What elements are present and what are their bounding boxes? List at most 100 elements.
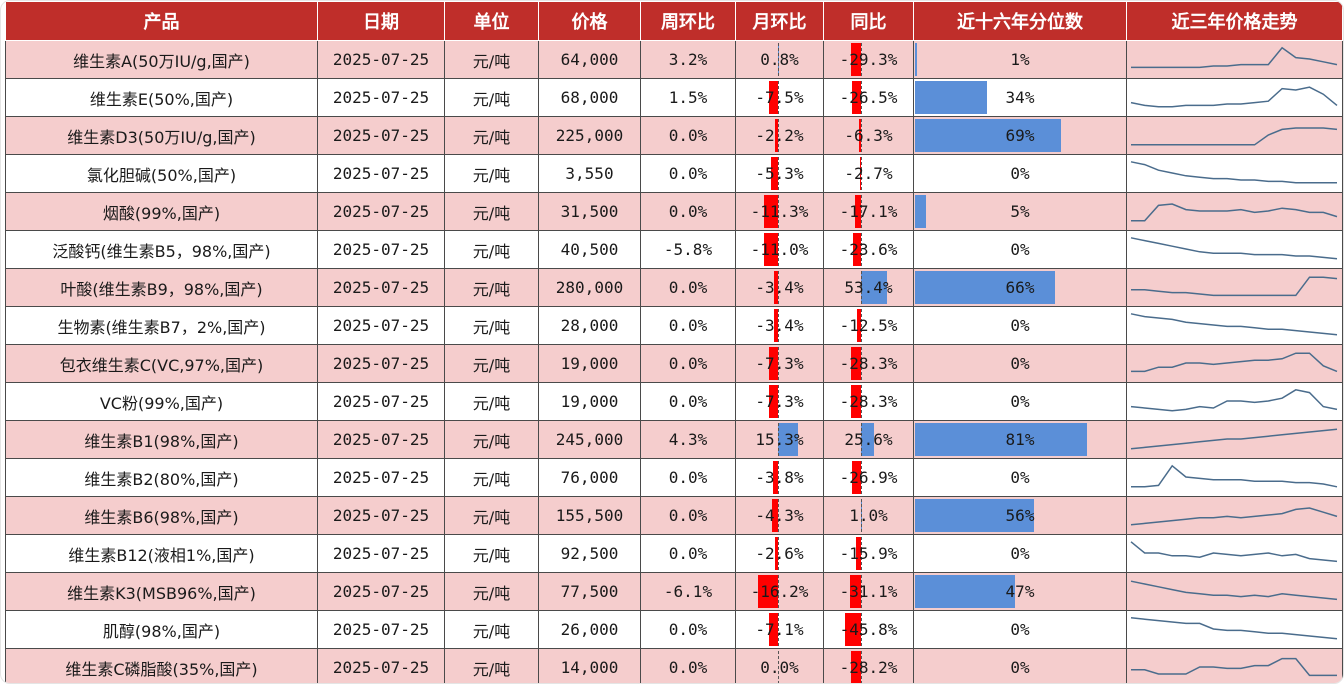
negative-change-bar xyxy=(851,385,862,418)
trend-line xyxy=(1131,464,1338,488)
table-row: 维生素B1(98%,国产) 2025-07-25 元/吨 245,000 4.3% 15.… xyxy=(5,420,1343,459)
trend-cell xyxy=(1126,78,1343,117)
product-name-cell: 肌醇(98%,国产) xyxy=(5,610,318,649)
trend-cell xyxy=(1126,230,1343,269)
percentile-cell: 69% xyxy=(913,116,1127,155)
mom-cell-value: -4.3% xyxy=(755,506,804,525)
table-row: 维生素C磷脂酸(35%,国产) 2025-07-25 元/吨 14,000 0.0% 0.… xyxy=(5,648,1343,683)
mom-cell: -11.0% xyxy=(735,230,824,269)
percentile-value: 1% xyxy=(1010,50,1030,69)
negative-change-bar xyxy=(773,461,778,494)
zero-axis-line xyxy=(861,651,863,683)
trend-line xyxy=(1131,352,1338,373)
yoy-cell: -26.5% xyxy=(823,78,914,117)
wow-cell: 0.0% xyxy=(640,534,736,573)
trend-cell xyxy=(1126,306,1343,345)
yoy-cell: -17.1% xyxy=(823,192,914,231)
mom-cell-value: -3.8% xyxy=(755,468,804,487)
trend-sparkline xyxy=(1131,46,1338,69)
trend-cell xyxy=(1126,648,1343,683)
trend-sparkline xyxy=(1130,161,1337,184)
yoy-cell: -29.3% xyxy=(823,40,914,79)
trend-sparkline xyxy=(1131,203,1338,222)
header-yoy: 同比 xyxy=(823,1,914,41)
negative-change-bar xyxy=(773,271,778,304)
trend-sparkline xyxy=(1131,276,1338,297)
header-product: 产品 xyxy=(5,1,318,41)
unit-cell: 元/吨 xyxy=(444,534,539,573)
percentile-value: 0% xyxy=(1010,164,1030,183)
product-name-cell: 维生素E(50%,国产) xyxy=(5,78,318,117)
percentile-value: 0% xyxy=(1010,620,1030,639)
yoy-cell: -23.6% xyxy=(823,230,914,269)
yoy-cell: -31.1% xyxy=(823,572,914,611)
date-cell: 2025-07-25 xyxy=(317,116,445,155)
percentile-bar xyxy=(915,81,988,114)
percentile-value: 47% xyxy=(1005,582,1035,601)
wow-cell: 3.2% xyxy=(640,40,736,79)
price-cell: 155,500 xyxy=(538,496,641,535)
yoy-cell-value: -23.6% xyxy=(839,240,898,259)
trend-line xyxy=(1130,541,1338,563)
yoy-cell: 53.4% xyxy=(823,268,914,307)
trend-cell xyxy=(1126,382,1343,421)
table-row: VC粉(99%,国产) 2025-07-25 元/吨 19,000 0.0% -7.3% -… xyxy=(5,382,1343,421)
wow-cell: 0.0% xyxy=(640,648,736,683)
mom-cell-value: -7.3% xyxy=(755,392,804,411)
unit-cell: 元/吨 xyxy=(444,382,539,421)
unit-cell: 元/吨 xyxy=(444,344,539,383)
wow-cell: 0.0% xyxy=(640,610,736,649)
price-cell: 31,500 xyxy=(538,192,641,231)
negative-change-bar xyxy=(851,43,862,76)
percentile-bar xyxy=(915,575,1015,608)
zero-axis-line xyxy=(777,309,779,342)
header-row: 产品 日期 单位 价格 周环比 月环比 同比 近十六年分位数 近三年价格走势 xyxy=(5,1,1343,41)
negative-change-bar xyxy=(845,613,862,646)
negative-change-bar xyxy=(852,81,862,114)
mom-cell-value: -3.4% xyxy=(755,316,804,335)
unit-cell: 元/吨 xyxy=(444,306,539,345)
trend-sparkline xyxy=(1131,127,1338,146)
trend-cell xyxy=(1126,534,1343,573)
zero-axis-line xyxy=(777,195,779,228)
trend-line xyxy=(1130,580,1338,601)
trend-line xyxy=(1131,127,1338,146)
zero-axis-line xyxy=(861,575,863,608)
price-cell: 245,000 xyxy=(538,420,641,459)
zero-axis-line xyxy=(861,233,863,266)
percentile-value: 0% xyxy=(1010,544,1030,563)
trend-line xyxy=(1130,86,1338,108)
positive-change-bar xyxy=(777,423,799,456)
mom-cell-value: -2.2% xyxy=(755,126,804,145)
zero-axis-line xyxy=(861,499,863,532)
positive-change-bar xyxy=(861,423,874,456)
yoy-cell: -12.5% xyxy=(823,306,914,345)
price-cell: 76,000 xyxy=(538,458,641,497)
date-cell: 2025-07-25 xyxy=(317,458,445,497)
wow-cell: 0.0% xyxy=(640,306,736,345)
product-name-cell: 维生素B6(98%,国产) xyxy=(5,496,318,535)
yoy-cell-value: -12.5% xyxy=(839,316,898,335)
table-row: 维生素E(50%,国产) 2025-07-25 元/吨 68,000 1.5% -7.5%… xyxy=(5,78,1343,117)
date-cell: 2025-07-25 xyxy=(317,534,445,573)
mom-cell: 0.8% xyxy=(735,40,824,79)
wow-cell: 1.5% xyxy=(640,78,736,117)
negative-change-bar xyxy=(851,347,862,380)
percentile-cell: 81% xyxy=(913,420,1127,459)
product-name-cell: 维生素B12(液相1%,国产) xyxy=(5,534,318,573)
table-row: 泛酸钙(维生素B5，98%,国产) 2025-07-25 元/吨 40,500 -5.8… xyxy=(5,230,1343,269)
trend-sparkline xyxy=(1130,617,1338,640)
table-row: 肌醇(98%,国产) 2025-07-25 元/吨 26,000 0.0% -7.1% -4… xyxy=(5,610,1343,649)
mom-cell-value: 0.8% xyxy=(760,50,799,69)
wow-cell: 0.0% xyxy=(640,458,736,497)
yoy-cell-value: -15.9% xyxy=(839,544,898,563)
product-name-cell: 泛酸钙(维生素B5，98%,国产) xyxy=(5,230,318,269)
wow-cell: 0.0% xyxy=(640,344,736,383)
header-trend: 近三年价格走势 xyxy=(1126,1,1343,41)
yoy-cell-value: 53.4% xyxy=(844,278,893,297)
header-unit: 单位 xyxy=(444,1,539,41)
table-row: 维生素K3(MSB96%,国产) 2025-07-25 元/吨 77,500 -6.1%… xyxy=(5,572,1343,611)
zero-axis-line xyxy=(861,613,863,646)
percentile-value: 0% xyxy=(1010,392,1030,411)
percentile-cell: 0% xyxy=(913,458,1127,497)
